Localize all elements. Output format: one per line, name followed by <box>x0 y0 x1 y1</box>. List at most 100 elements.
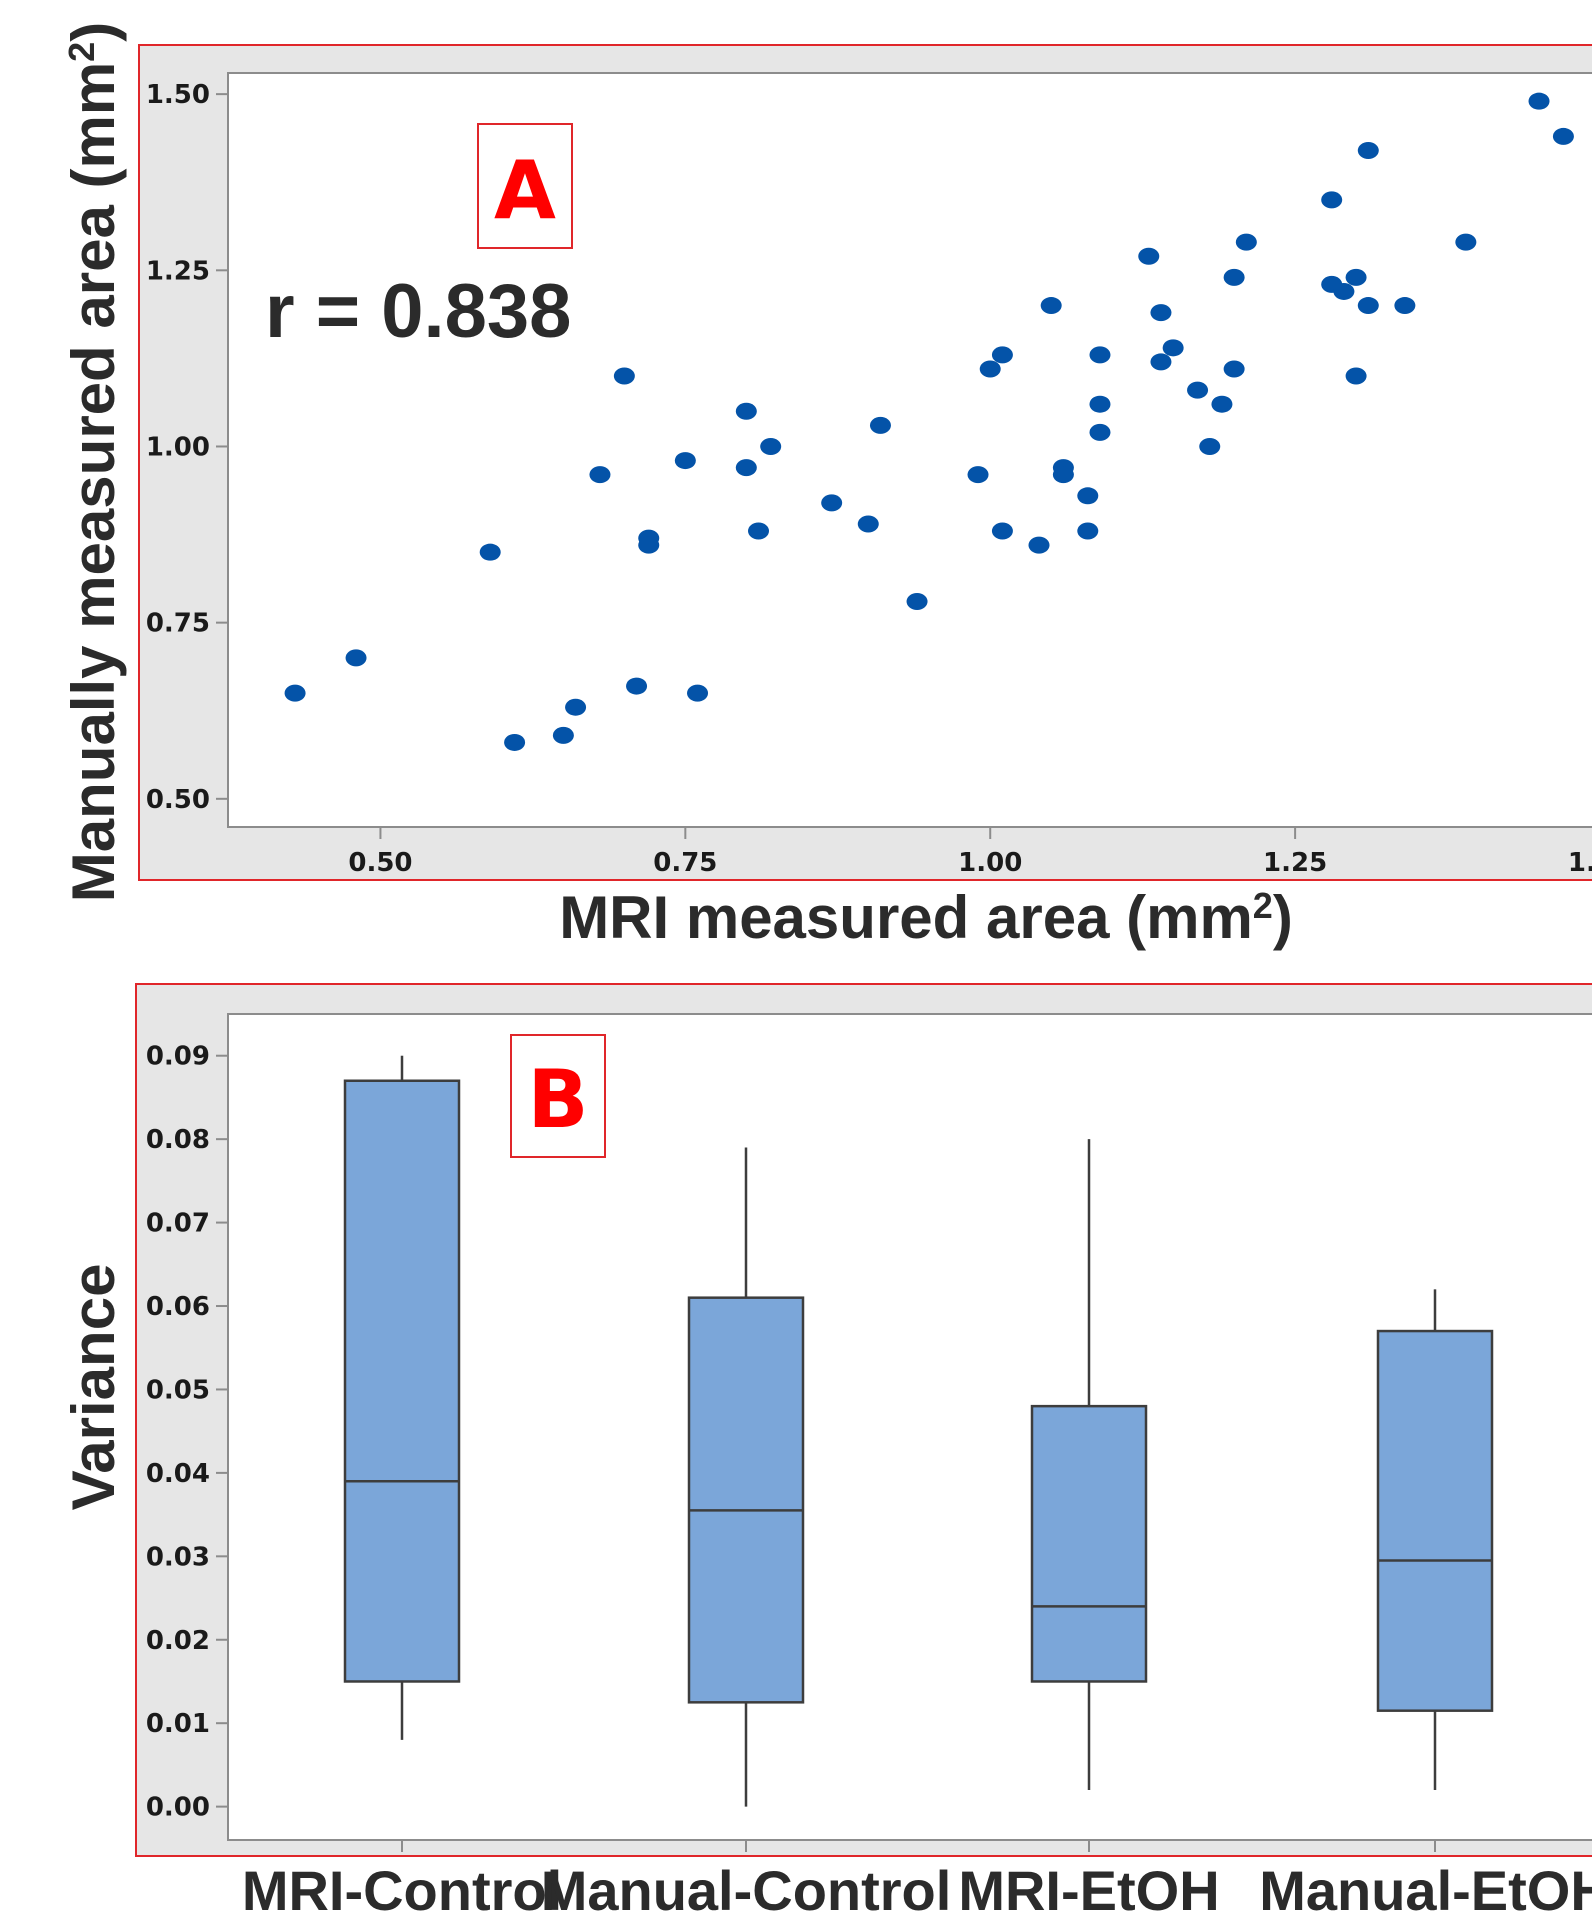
scatter-point <box>345 649 367 667</box>
scatter-point <box>735 459 757 477</box>
panel-a-x-ticks: 0.50 0.75 1.00 1.25 1.50 <box>348 827 1592 878</box>
panel-a-points <box>284 92 1574 751</box>
scatter-point <box>979 360 1001 378</box>
scatter-point <box>1089 423 1111 441</box>
scatter-point <box>1089 346 1111 364</box>
box-plot-2 <box>687 1147 805 1807</box>
scatter-point <box>821 494 843 512</box>
scatter-point <box>735 402 757 420</box>
correlation-annotation: r = 0.838 <box>265 269 571 354</box>
scatter-point <box>565 698 587 716</box>
scatter-point <box>479 543 501 561</box>
y-tick-label: 0.50 <box>146 785 210 815</box>
scatter-point <box>1150 304 1172 322</box>
panel-b-y-axis-title: Variance <box>60 1264 127 1511</box>
y-tick-label: 0.04 <box>146 1459 210 1489</box>
x-tick-label: 0.50 <box>348 848 412 878</box>
scatter-point <box>1357 142 1379 160</box>
scatter-point <box>1187 381 1209 399</box>
scatter-point <box>760 437 782 455</box>
panel-a-plot-area <box>227 72 1592 828</box>
interquartile-box <box>687 1296 805 1704</box>
panel-b-y-ticks: 0.00 0.01 0.02 0.03 0.04 0.05 0.06 0.07 0.08 0.09 <box>146 1042 228 1823</box>
panel-a: 0.50 0.75 1.00 1.25 1.50 0.50 0.75 1.00 1.25 1.5… <box>60 22 1592 951</box>
scatter-point <box>991 346 1013 364</box>
scatter-point <box>1345 268 1367 286</box>
scatter-point <box>626 677 648 695</box>
category-label: MRI-Control <box>242 1859 562 1918</box>
y-tick-label: 0.06 <box>146 1292 210 1322</box>
panel-a-y-axis-title: Manually measured area (mm2) <box>60 22 127 902</box>
scatter-point <box>1150 353 1172 371</box>
box-plot-4 <box>1376 1289 1494 1790</box>
scatter-point <box>1138 247 1160 265</box>
scatter-point <box>1333 282 1355 300</box>
category-label: Manual-Control <box>541 1859 952 1918</box>
y-tick-label: 0.05 <box>146 1375 210 1405</box>
scatter-point <box>1211 395 1233 413</box>
panel-a-y-ticks: 0.50 0.75 1.00 1.25 1.50 <box>146 80 228 815</box>
scatter-point <box>748 522 770 540</box>
panel-b: 0.00 0.01 0.02 0.03 0.04 0.05 0.06 0.07 0.08 0.09… <box>60 983 1592 1918</box>
y-tick-label: 1.00 <box>146 432 210 462</box>
panel-a-x-axis-title: MRI measured area (mm2) <box>559 884 1293 951</box>
scatter-point <box>284 684 306 702</box>
interquartile-box <box>343 1079 461 1683</box>
scatter-point <box>552 726 574 744</box>
scatter-point <box>504 733 526 751</box>
x-tick-label: 0.75 <box>653 848 717 878</box>
scatter-point <box>613 367 635 385</box>
scatter-point <box>1052 466 1074 484</box>
interquartile-box <box>1030 1404 1148 1683</box>
panel-b-label: B <box>528 1053 589 1146</box>
scatter-point <box>1321 191 1343 209</box>
scatter-point <box>1394 297 1416 315</box>
scatter-point <box>991 522 1013 540</box>
box-plot-1 <box>343 1055 461 1740</box>
scatter-point <box>1077 487 1099 505</box>
scatter-point <box>857 515 879 533</box>
interquartile-box <box>1376 1329 1494 1712</box>
panel-a-label: A <box>494 144 556 237</box>
scatter-point <box>906 593 928 611</box>
scatter-point <box>1528 92 1550 110</box>
scatter-point <box>1552 127 1574 145</box>
y-tick-label: 0.09 <box>146 1042 210 1072</box>
y-tick-label: 0.07 <box>146 1209 210 1239</box>
scatter-point <box>869 416 891 434</box>
y-tick-label: 0.03 <box>146 1542 210 1572</box>
category-label: MRI-EtOH <box>958 1859 1219 1918</box>
scatter-point <box>1223 360 1245 378</box>
panel-a-label-box <box>477 123 573 249</box>
scatter-point <box>674 452 696 470</box>
scatter-point <box>1040 297 1062 315</box>
panel-b-boxes <box>343 1055 1494 1807</box>
scatter-point <box>1028 536 1050 554</box>
y-tick-label: 1.25 <box>146 256 210 286</box>
scatter-point <box>1223 268 1245 286</box>
scatter-point <box>589 466 611 484</box>
y-tick-label: 0.75 <box>146 609 210 639</box>
x-tick-label: 1.00 <box>958 848 1022 878</box>
scatter-point <box>1235 233 1257 251</box>
y-tick-label: 0.08 <box>146 1125 210 1155</box>
y-tick-label: 0.00 <box>146 1793 210 1823</box>
scatter-point <box>1357 297 1379 315</box>
category-label: Manual-EtOH <box>1259 1859 1592 1918</box>
y-tick-label: 0.01 <box>146 1709 210 1739</box>
scatter-point <box>1089 395 1111 413</box>
scatter-point <box>687 684 709 702</box>
scatter-point <box>1345 367 1367 385</box>
scatter-point <box>967 466 989 484</box>
scatter-point <box>1077 522 1099 540</box>
x-tick-label: 1.50 <box>1568 848 1592 878</box>
x-tick-label: 1.25 <box>1263 848 1327 878</box>
scatter-point <box>638 536 660 554</box>
y-tick-label: 1.50 <box>146 80 210 110</box>
y-tick-label: 0.02 <box>146 1626 210 1656</box>
scatter-point <box>1455 233 1477 251</box>
box-plot-3 <box>1030 1139 1148 1790</box>
scatter-point <box>1199 437 1221 455</box>
